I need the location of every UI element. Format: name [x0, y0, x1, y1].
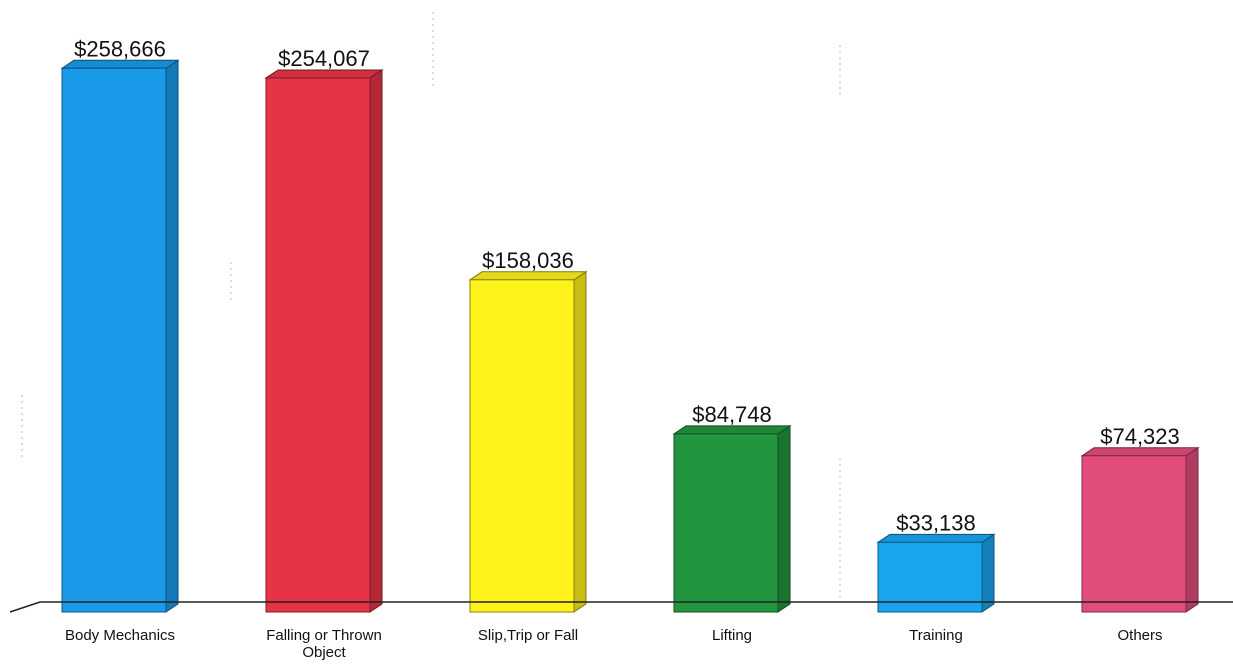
bar-top-face [1080, 447, 1200, 457]
category-tick-label: Training [909, 627, 963, 644]
bar-top-face [264, 69, 384, 79]
labels-group: $258,666 Body Mechanics $254,067 Falling or… [65, 36, 1180, 661]
bar-top-face [60, 59, 180, 69]
bar-1 [264, 69, 384, 613]
x-axis-line [9, 601, 1233, 613]
bar-side-face [777, 424, 791, 613]
bar-front-face [673, 433, 779, 613]
bar-front-face [61, 67, 167, 613]
bar-side-face [981, 533, 995, 613]
bar-front-face [1081, 455, 1187, 613]
bar-3 [672, 424, 792, 613]
category-tick-label: Others [1117, 627, 1162, 644]
bar-front-face [265, 77, 371, 613]
bar-2 [468, 270, 588, 613]
bar-4 [876, 533, 996, 613]
bar-side-face [369, 69, 383, 613]
bar-top-face [876, 533, 996, 543]
scan-artifacts [21, 12, 841, 600]
data-label: $158,036 [482, 248, 574, 273]
category-tick-label: Body Mechanics [65, 627, 175, 644]
bar-5 [1080, 446, 1200, 613]
x-axis [9, 601, 1233, 613]
bar-top-face [672, 425, 792, 435]
category-tick-label: Falling or Thrown Object [266, 627, 382, 661]
data-label: $33,138 [896, 510, 976, 535]
data-label: $254,067 [278, 46, 370, 71]
bar-side-face [1185, 446, 1199, 613]
bars-group [60, 59, 1200, 613]
bar-0 [60, 59, 180, 613]
data-label: $74,323 [1100, 424, 1180, 449]
bar-side-face [573, 270, 587, 613]
bar-top-face [468, 271, 588, 281]
bar-front-face [469, 279, 575, 613]
category-tick-label: Slip,Trip or Fall [478, 627, 578, 644]
data-label: $84,748 [692, 402, 772, 427]
bar-front-face [877, 541, 983, 613]
data-label: $258,666 [74, 36, 166, 61]
bar-side-face [165, 59, 179, 613]
category-tick-label: Lifting [712, 627, 752, 644]
